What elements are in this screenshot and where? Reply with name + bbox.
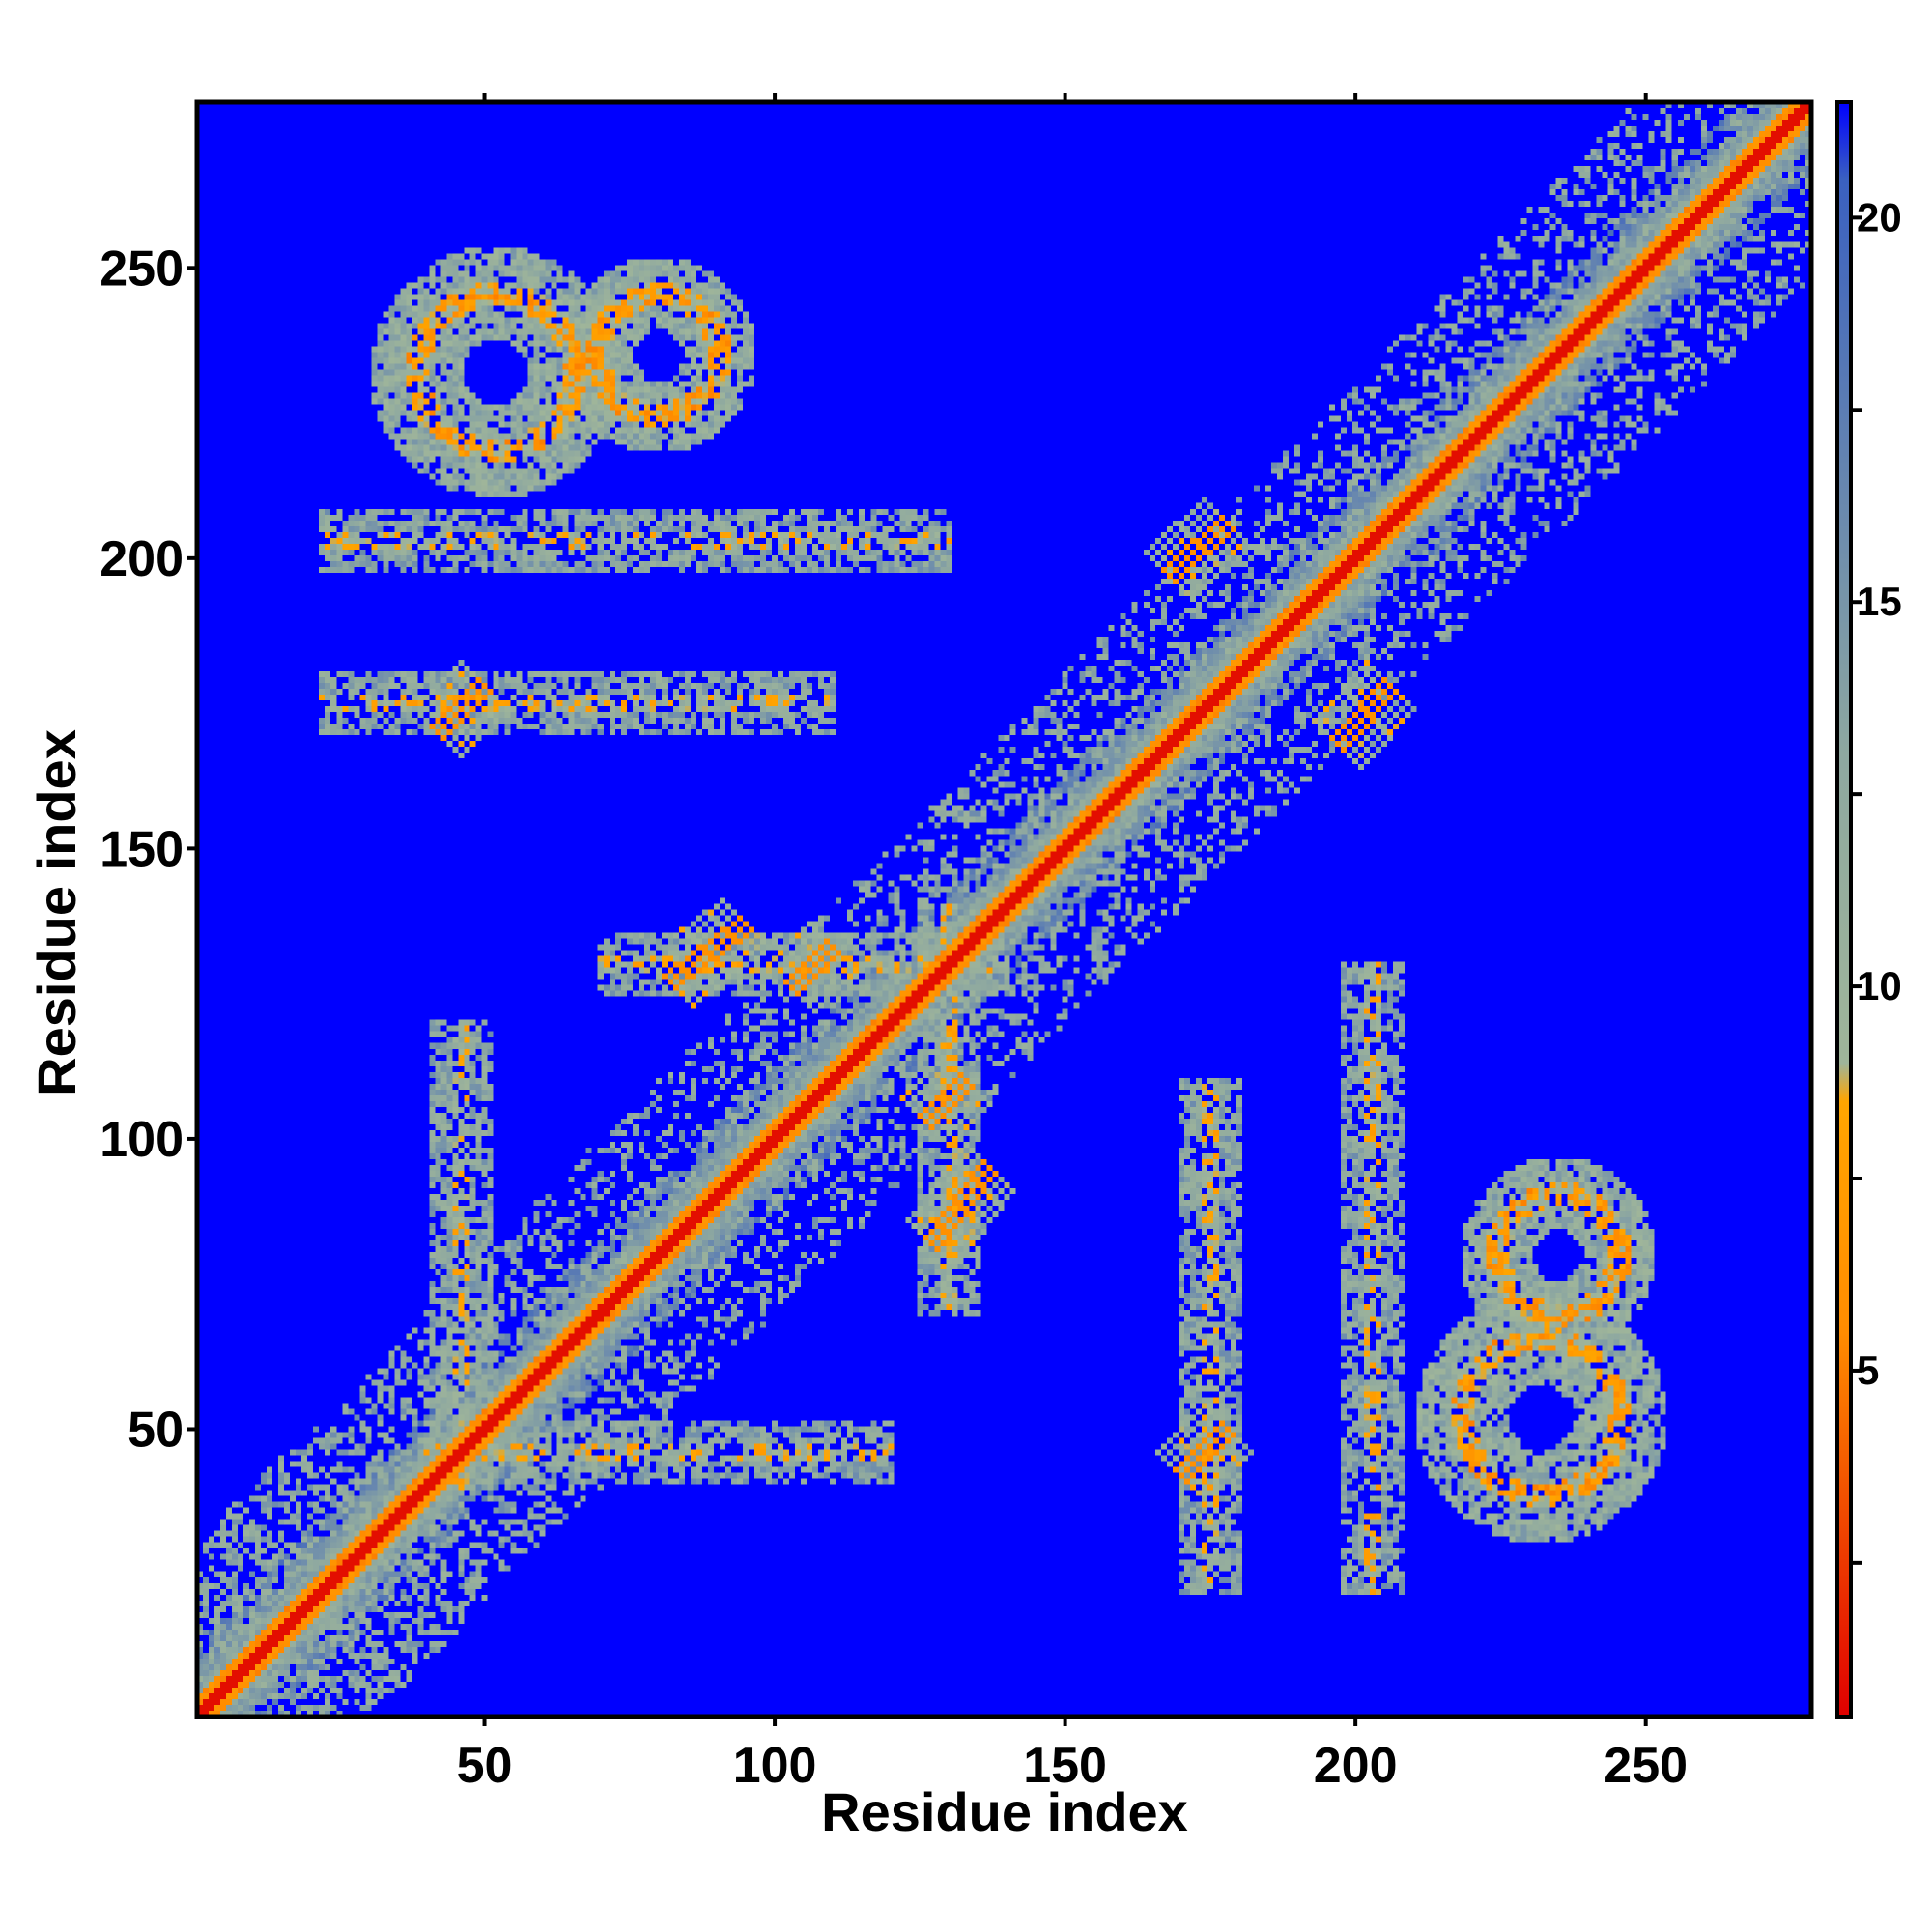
y-tick-label: 250 (99, 241, 184, 297)
colorbar-tick-label: 15 (1857, 579, 1902, 624)
y-axis: 50 100 150 200 250 (99, 241, 197, 1458)
x-tick-label: 50 (457, 1738, 513, 1794)
y-tick-label: 200 (99, 531, 184, 587)
y-tick-label: 50 (128, 1402, 184, 1458)
x-tick-label: 100 (733, 1738, 817, 1794)
y-tick-label: 150 (99, 821, 184, 877)
x-tick-label: 250 (1604, 1738, 1688, 1794)
x-axis: 50 100 150 200 250 (457, 93, 1688, 1794)
colorbar-ticks: 5 10 15 20 (1851, 194, 1902, 1565)
colorbar-tick-label: 5 (1857, 1348, 1879, 1393)
colorbar-tick-label: 20 (1857, 194, 1902, 240)
colorbar-gradient (1837, 102, 1851, 1717)
heatmap-image (197, 102, 1811, 1717)
y-tick-label: 100 (99, 1112, 184, 1168)
colorbar: 5 10 15 20 (1835, 100, 1902, 1719)
heatmap-plot-area (194, 99, 1814, 1719)
x-tick-label: 150 (1023, 1738, 1107, 1794)
x-axis-title: Residue index (821, 1781, 1188, 1842)
colorbar-tick-label: 10 (1857, 963, 1902, 1009)
y-axis-title: Residue index (26, 729, 87, 1096)
colorbar-frame (1835, 100, 1853, 1719)
plot-frame (194, 99, 1814, 1719)
x-tick-label: 200 (1314, 1738, 1398, 1794)
